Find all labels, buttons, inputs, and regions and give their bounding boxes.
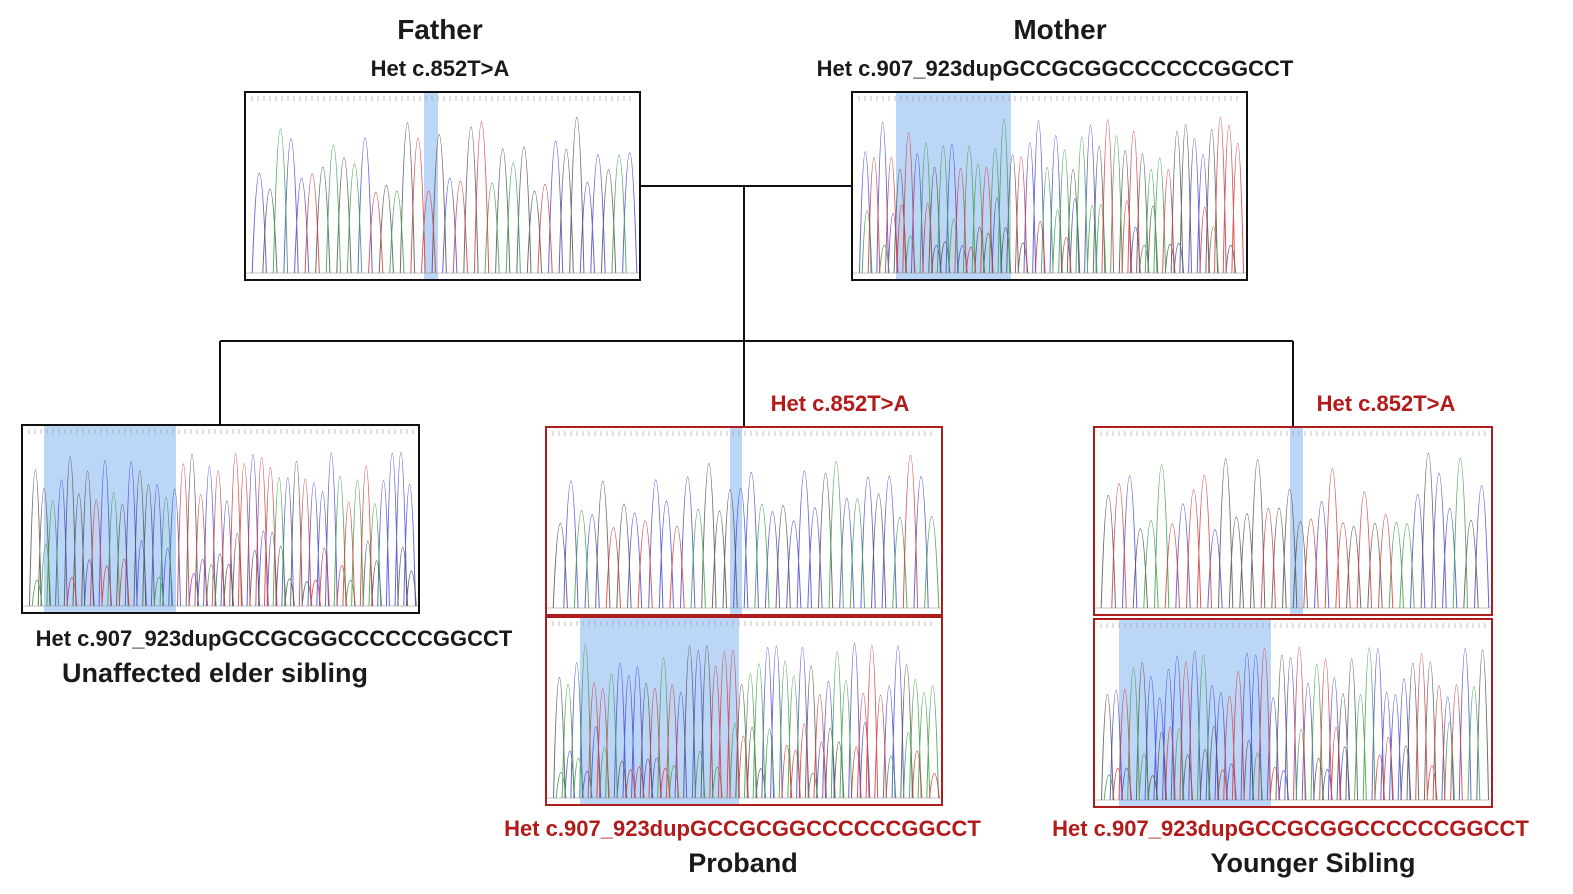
variant-highlight-band [1290,428,1303,614]
proband-genotype-1: Het c.852T>A [770,391,910,416]
proband-name: Proband [688,848,798,878]
younger-sibling-genotype-2: Het c.907_923dupGCCGCGGCCCCCCGGCCT [1052,816,1529,841]
mother-genotype: Het c.907_923dupGCCGCGGCCCCCCGGCCT [816,56,1294,81]
variant-highlight-band [730,428,742,614]
younger-sibling-chromatogram-dup [1093,618,1493,808]
elder-sibling-genotype: Het c.907_923dupGCCGCGGCCCCCCGGCCT [35,626,513,651]
variant-highlight-band [1119,620,1271,806]
chromatogram-trace-icon [23,426,418,612]
father-name: Father [397,14,483,45]
chromatogram-trace-icon [1095,620,1491,806]
chromatogram-trace-icon [853,93,1246,279]
mother-chromatogram [851,91,1248,281]
mother-name: Mother [1013,14,1107,45]
chromatogram-trace-icon [547,618,941,804]
younger-sibling-genotype-1: Het c.852T>A [1316,391,1456,416]
proband-genotype-2: Het c.907_923dupGCCGCGGCCCCCCGGCCT [504,816,981,841]
elder-sibling-name: Unaffected elder sibling [61,658,369,688]
chromatogram-trace-icon [547,428,941,614]
father-chromatogram [244,91,641,281]
proband-chromatogram-dup [545,616,943,806]
younger-sibling-chromatogram-852 [1093,426,1493,616]
chromatogram-trace-icon [1095,428,1491,614]
variant-highlight-band [424,93,438,279]
younger-sibling-name: Younger Sibling [1210,848,1416,878]
elder-sibling-chromatogram [21,424,420,614]
proband-chromatogram-852 [545,426,943,616]
father-genotype: Het c.852T>A [370,56,510,81]
chromatogram-trace-icon [246,93,639,279]
